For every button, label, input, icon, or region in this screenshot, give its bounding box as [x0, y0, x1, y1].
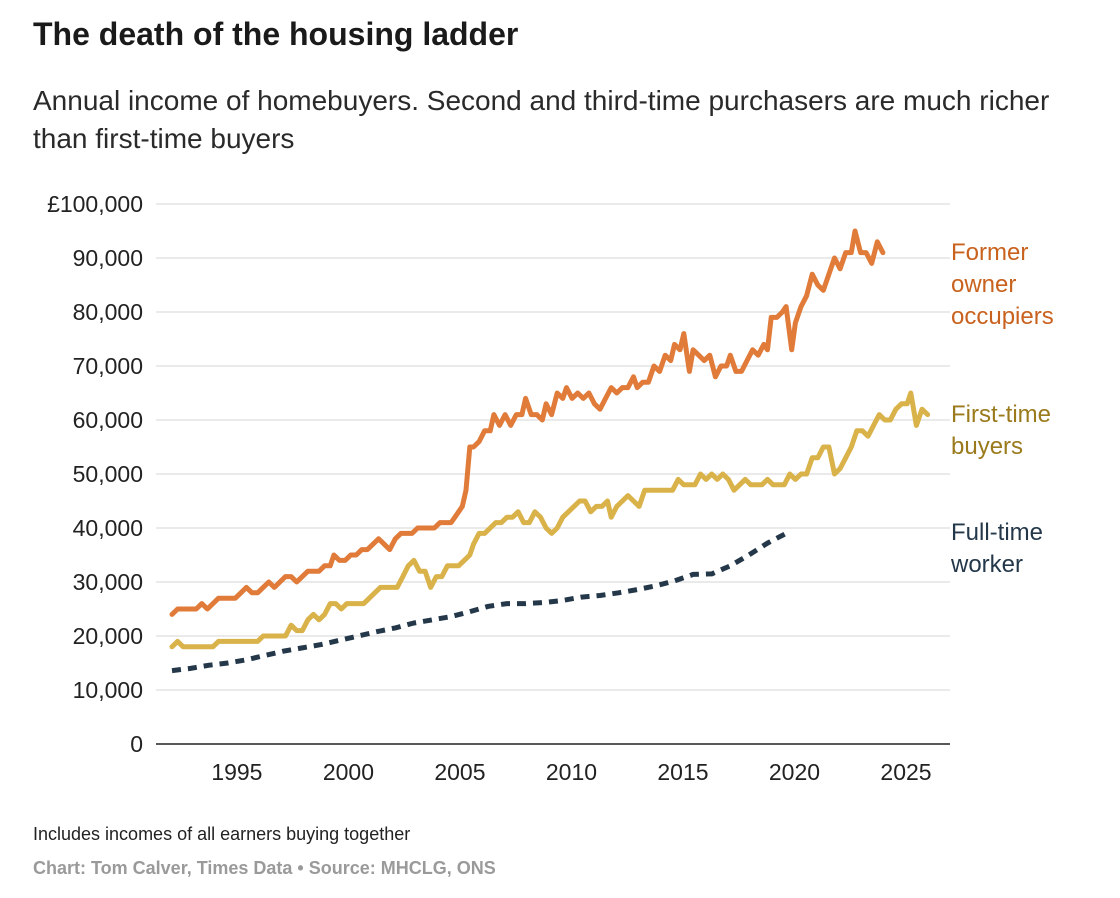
series-label: First-time buyers [951, 401, 1051, 460]
series-line-former-owner-occupiers [169, 228, 886, 617]
x-tick-label: 2020 [769, 759, 820, 785]
series-line-full-time-worker [171, 531, 788, 674]
y-tick-label: 40,000 [73, 515, 143, 541]
x-tick-label: 2000 [323, 759, 374, 785]
series-label: Former owner occupiers [951, 239, 1054, 330]
series-label-line: owner [951, 271, 1016, 298]
y-tick-label: 20,000 [73, 623, 143, 649]
x-tick-label: 2010 [546, 759, 597, 785]
y-tick-label: 0 [130, 731, 143, 757]
y-tick-label: 90,000 [73, 245, 143, 271]
x-tick-label: 2025 [880, 759, 931, 785]
series-label-line: occupiers [951, 303, 1054, 330]
series-label-line: Former [951, 239, 1028, 266]
y-tick-label: 80,000 [73, 299, 143, 325]
series-label-line: buyers [951, 433, 1023, 460]
y-tick-label: £100,000 [47, 191, 143, 217]
footnote: Includes incomes of all earners buying t… [33, 824, 411, 844]
series-label-line: Full-time [951, 519, 1043, 546]
series-label: Full-time worker [950, 519, 1043, 578]
gridlines [156, 203, 950, 691]
y-tick-label: 10,000 [73, 677, 143, 703]
y-axis-tick-labels: 0 10,000 20,000 30,000 40,000 50,000 60,000 70,… [47, 191, 143, 757]
series-label-line: worker [950, 551, 1023, 578]
y-tick-label: 30,000 [73, 569, 143, 595]
series-labels: Former owner occupiers First-time buyers Full… [950, 239, 1054, 578]
source-credit: Chart: Tom Calver, Times Data • Source: … [33, 858, 496, 878]
chart-title: The death of the housing ladder [33, 16, 519, 52]
x-tick-label: 1995 [211, 759, 262, 785]
series-lines [169, 228, 931, 674]
x-tick-label: 2015 [657, 759, 708, 785]
x-tick-label: 2005 [434, 759, 485, 785]
series-label-line: First-time [951, 401, 1051, 428]
y-tick-label: 60,000 [73, 407, 143, 433]
line-chart: 0 10,000 20,000 30,000 40,000 50,000 60,000 70,… [47, 191, 1054, 785]
y-tick-label: 70,000 [73, 353, 143, 379]
y-tick-label: 50,000 [73, 461, 143, 487]
chart-subtitle: Annual income of homebuyers. Second and … [33, 85, 1050, 154]
series-line-first-time-buyers [169, 390, 931, 650]
x-axis-tick-labels: 1995 2000 2005 2010 2015 2020 2025 [211, 759, 931, 785]
